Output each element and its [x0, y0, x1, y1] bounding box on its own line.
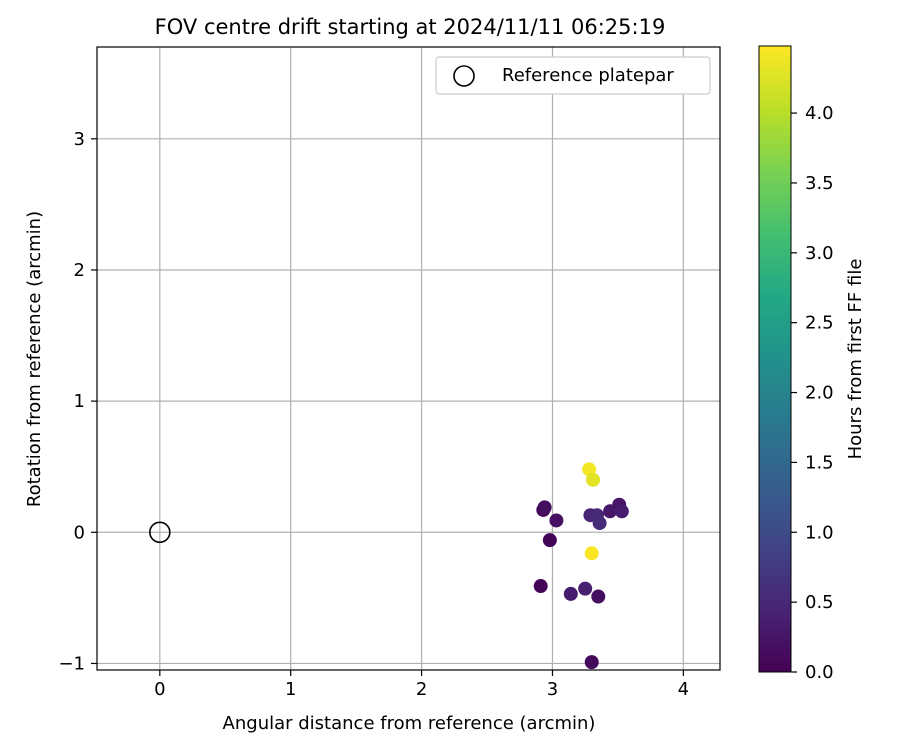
- colorbar: 0.0 0.5 1.0 1.5 2.0 2.5 3.0 3.5 4.0 Hours from f…: [758, 45, 866, 683]
- colorbar-gradient: [758, 45, 792, 673]
- data-point: [592, 516, 607, 531]
- y-tick-label: −1: [58, 653, 85, 674]
- colorbar-tick-label: 2.0: [805, 383, 834, 404]
- data-point: [586, 472, 601, 487]
- legend-box: [435, 56, 711, 95]
- y-tick-label: 1: [74, 391, 85, 412]
- legend: Reference platepar: [435, 56, 711, 95]
- colorbar-tick-label: 3.5: [805, 173, 834, 194]
- reference-marker: [149, 521, 171, 544]
- colorbar-label: Hours from first FF file: [845, 259, 866, 460]
- chart-title: FOV centre drift starting at 2024/11/11 …: [155, 15, 666, 39]
- data-point: [533, 579, 548, 594]
- colorbar-tick-label: 1.0: [805, 522, 834, 543]
- x-tick-label: 2: [416, 679, 427, 700]
- data-point: [584, 655, 599, 670]
- data-point: [563, 586, 578, 601]
- colorbar-tick-label: 1.5: [805, 452, 834, 473]
- data-points: [533, 462, 629, 670]
- y-axis-ticks: −1 0 1 2 3: [58, 129, 97, 674]
- y-tick-label: 2: [74, 260, 85, 281]
- colorbar-tick-label: 0.5: [805, 592, 834, 613]
- legend-entry-reference-platepar: Reference platepar: [502, 65, 674, 86]
- legend-open-circle-marker: [453, 65, 475, 87]
- data-point: [542, 533, 557, 548]
- data-point: [591, 589, 606, 604]
- plot-frame: [96, 46, 721, 671]
- data-point: [614, 504, 629, 519]
- colorbar-tick-label: 0.0: [805, 662, 834, 683]
- y-axis-label: Rotation from reference (arcmin): [24, 211, 45, 507]
- colorbar-tick-label: 4.0: [805, 103, 834, 124]
- x-tick-label: 0: [154, 679, 165, 700]
- x-tick-label: 3: [547, 679, 558, 700]
- x-tick-label: 1: [285, 679, 296, 700]
- data-point: [582, 462, 597, 477]
- x-axis-label: Angular distance from reference (arcmin): [223, 713, 596, 734]
- colorbar-tick-label: 3.0: [805, 243, 834, 264]
- y-tick-label: 3: [74, 129, 85, 150]
- colorbar-ticks: 0.0 0.5 1.0 1.5 2.0 2.5 3.0 3.5 4.0: [791, 103, 834, 683]
- y-tick-label: 0: [74, 522, 85, 543]
- grid-lines: [97, 47, 720, 670]
- x-tick-label: 4: [678, 679, 689, 700]
- data-point: [549, 513, 564, 528]
- data-point: [584, 546, 599, 561]
- x-axis-ticks: 0 1 2 3 4: [154, 670, 689, 700]
- data-point: [578, 581, 593, 596]
- data-point: [537, 500, 552, 515]
- colorbar-tick-label: 2.5: [805, 313, 834, 334]
- reference-platepar-marker: [149, 521, 171, 544]
